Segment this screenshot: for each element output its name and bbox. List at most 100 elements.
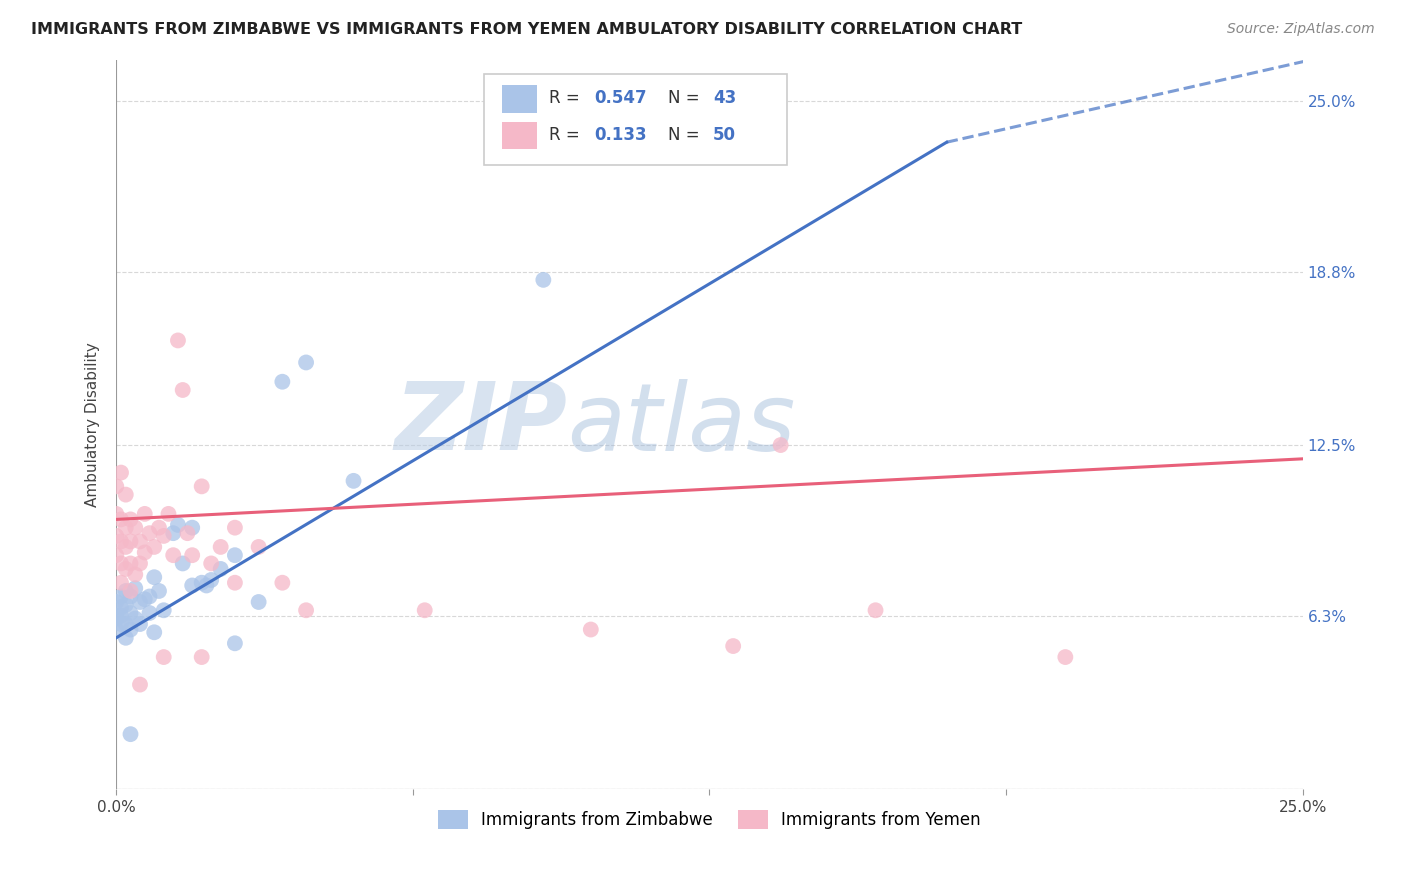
Point [190,650,212,665]
Text: 0.133: 0.133 [595,126,647,144]
Text: N =: N = [668,89,704,107]
Point [162,548,184,562]
Point [110,466,132,480]
Point [105,548,128,562]
Point [129,677,152,691]
Point [181,548,204,562]
Point [105,529,128,543]
Legend: Immigrants from Zimbabwe, Immigrants from Yemen: Immigrants from Zimbabwe, Immigrants fro… [432,803,987,836]
Point [167,517,190,532]
FancyBboxPatch shape [502,85,537,113]
Point [105,608,128,623]
Point [143,570,166,584]
Point [224,575,246,590]
Point [110,590,132,604]
Point [105,507,128,521]
Point [181,578,204,592]
FancyBboxPatch shape [502,121,537,149]
Point [105,623,128,637]
Point [110,600,132,615]
Text: atlas: atlas [567,379,796,470]
Point [190,575,212,590]
Point [247,540,270,554]
Point [531,273,554,287]
Point [138,526,160,541]
Point [124,567,146,582]
Point [110,617,132,632]
Text: Source: ZipAtlas.com: Source: ZipAtlas.com [1227,22,1375,37]
Point [110,512,132,526]
Point [114,562,136,576]
Point [129,617,152,632]
Point [143,540,166,554]
Point [114,521,136,535]
Text: 50: 50 [713,126,735,144]
Point [134,592,156,607]
Point [120,534,142,549]
Text: N =: N = [668,126,704,144]
Point [129,595,152,609]
Point [769,438,792,452]
Point [114,584,136,599]
Point [138,590,160,604]
Point [110,608,132,623]
Point [247,595,270,609]
Text: R =: R = [550,126,585,144]
Point [148,521,170,535]
Point [190,479,212,493]
Point [200,573,222,587]
Point [120,557,142,571]
Point [157,507,180,521]
Point [342,474,364,488]
Point [134,545,156,559]
Point [200,557,222,571]
Point [129,534,152,549]
Point [105,479,128,493]
Y-axis label: Ambulatory Disability: Ambulatory Disability [86,342,100,507]
Point [295,355,318,369]
Text: ZIP: ZIP [394,378,567,470]
Point [152,650,174,665]
Point [148,584,170,599]
Text: 43: 43 [713,89,737,107]
Point [143,625,166,640]
FancyBboxPatch shape [484,74,786,165]
Point [129,557,152,571]
Point [224,521,246,535]
Point [124,521,146,535]
Point [579,623,602,637]
Point [110,557,132,571]
Point [152,603,174,617]
Point [209,562,232,576]
Point [120,623,142,637]
Point [224,548,246,562]
Point [110,534,132,549]
Point [114,598,136,612]
Point [120,606,142,620]
Point [721,639,744,653]
Point [167,334,190,348]
Point [120,727,142,741]
Point [134,507,156,521]
Point [105,595,128,609]
Point [413,603,436,617]
Point [120,512,142,526]
Point [120,584,142,599]
Point [124,611,146,625]
Point [271,375,294,389]
Point [195,578,218,592]
Point [114,631,136,645]
Point [224,636,246,650]
Point [271,575,294,590]
Point [1054,650,1077,665]
Text: R =: R = [550,89,585,107]
Point [865,603,887,617]
Point [172,383,194,397]
Text: 0.547: 0.547 [595,89,647,107]
Text: IMMIGRANTS FROM ZIMBABWE VS IMMIGRANTS FROM YEMEN AMBULATORY DISABILITY CORRELAT: IMMIGRANTS FROM ZIMBABWE VS IMMIGRANTS F… [31,22,1022,37]
Point [209,540,232,554]
Point [152,529,174,543]
Point [105,611,128,625]
Point [172,557,194,571]
Point [114,540,136,554]
